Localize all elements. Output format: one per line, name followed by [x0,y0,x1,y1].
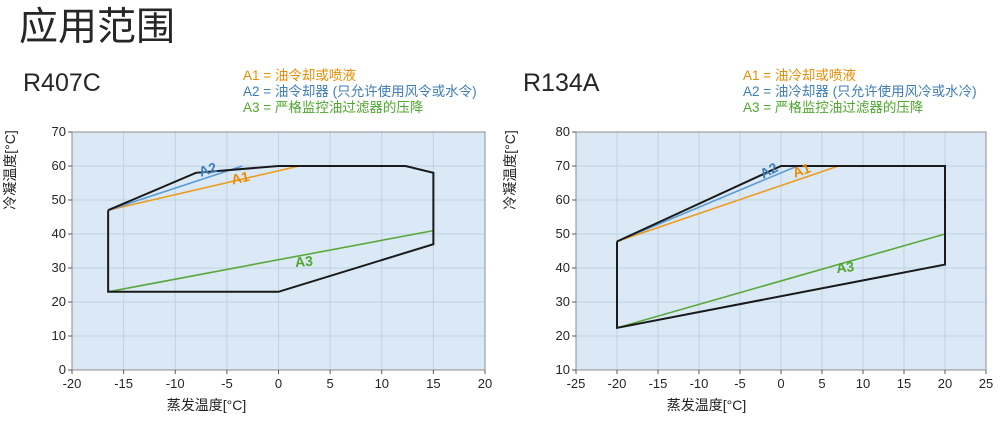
svg-text:A3: A3 [294,253,313,271]
svg-text:A3: A3 [835,258,855,276]
